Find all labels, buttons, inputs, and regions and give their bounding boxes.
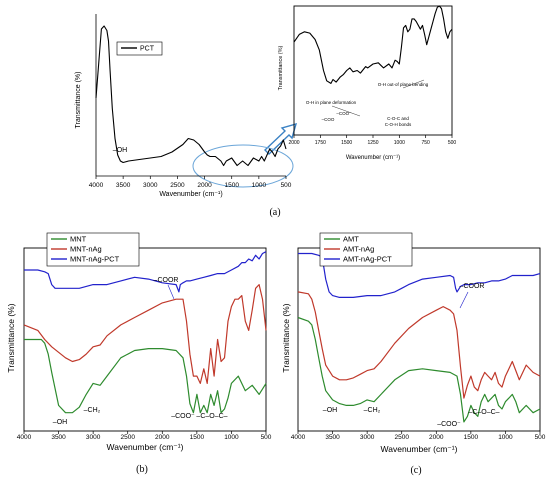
annotation: –COO⁻ [171,413,195,420]
x-tick-label: 2500 [170,182,185,189]
x-tick-label: 1500 [341,140,352,146]
x-tick-label: 2500 [120,434,135,441]
coor-leader-c [459,291,469,309]
x-tick-label: 4000 [89,182,104,189]
chart-a: 4000 3500 3000 2500 2000 1500 1000 500 Wavenumbe… [75,14,292,218]
plot-frame [23,247,267,432]
x-tick-label: 2000 [197,182,212,189]
x-axis-label: Wavenumber (cm⁻¹) [107,442,184,452]
series-line-pct [293,5,453,84]
x-tick-label: 2000 [288,140,299,146]
annotation: –COO⁻ [336,111,352,116]
legend-entry: AMT-nAg-PCT [343,255,392,264]
series-line-pct [95,25,287,167]
x-axis-label: Wavenumber (cm⁻¹) [159,191,222,198]
x-tick-label: 500 [281,182,292,189]
inset-leader [402,79,425,89]
series-line-amt [297,316,541,423]
coor-leader-b [167,284,175,300]
x-tick-label: 4000 [17,434,32,441]
plot-frame [297,247,541,432]
annotation: C-O-H bonds [385,122,412,127]
panel-caption: (b) [136,464,148,475]
annotation: –OH [53,419,67,426]
x-tick-label: 2000 [155,434,170,441]
legend-box [116,41,163,56]
series-line-amt-nag [297,291,541,399]
x-tick-label: 1750 [315,140,326,146]
series-line-mnt-nag [23,284,267,384]
annotation: –COOR [154,277,179,284]
legend-entry: MNT [70,235,87,244]
panel-caption: (c) [410,465,421,476]
annotation: –COO⁻ [437,421,461,428]
inset-leader [331,105,361,117]
x-tick-label: 500 [261,434,272,441]
x-tick-label: 3500 [325,434,340,441]
x-tick-label: 3000 [360,434,375,441]
annotation: –C–O–C– [196,413,227,420]
annotation: O-H in plane deformation [306,100,357,105]
annotation: –C–O–C– [468,409,499,416]
series-line-amt-nag-pct [298,252,541,298]
x-tick-label: 1250 [367,140,378,146]
x-tick-label: 750 [421,140,430,146]
x-tick-label: 1500 [190,434,205,441]
annotation: –CH₂ [84,407,101,414]
annotation: –CH₂ [364,407,381,414]
y-axis-label: Transmittance (%) [278,45,284,90]
x-axis-label: Wavenumber (cm⁻¹) [381,444,458,454]
x-tick-label: 3000 [143,182,158,189]
x-tick-label: 4000 [291,434,306,441]
panel-caption: (a) [269,207,280,218]
legend-entry: MNT-nAg-PCT [70,255,120,264]
x-tick-label: 500 [535,434,546,441]
annotation: –COOR [460,283,485,290]
x-tick-label: 1000 [252,182,267,189]
annotation: –OH [323,407,337,414]
annotation: –OH [113,147,127,154]
annotation: C-O-C and [387,116,409,121]
x-tick-label: 3500 [51,434,66,441]
legend-entry: MNT-nAg [70,245,102,254]
chart-b: 4000 3500 3000 2500 2000 1500 1000 500 Wavenumbe… [6,232,272,475]
y-axis-label: Transmittance (%) [75,72,82,129]
x-axis-label: Wavenumber (cm⁻¹) [346,155,400,161]
zoom-ellipse [192,144,294,188]
x-tick-label: 2000 [429,434,444,441]
annotation: –COO [322,117,335,122]
x-tick-label: 1500 [224,182,239,189]
series-line-mnt [24,338,267,414]
chart-a-inset: 2000 1750 1500 1250 1000 750 500 Wavenumber (cm… [278,5,457,161]
x-tick-label: 3500 [116,182,131,189]
annotation: O-H out-of plane bending [378,82,429,87]
x-tick-label: 1000 [224,434,239,441]
legend: PCT [116,41,163,56]
x-tick-label: 2500 [394,434,409,441]
legend-entry: AMT [343,235,359,244]
series-line-mnt-nag-pct [24,251,267,293]
legend-entry: AMT-nAg [343,245,374,254]
x-tick-label: 1000 [498,434,513,441]
chart-c: 4000 3500 3000 2500 2000 1500 1000 500 Wavenumbe… [281,232,546,476]
x-tick-label: 3000 [86,434,101,441]
y-axis-label: Transmittance (%) [281,303,291,372]
plot-frame [293,5,453,136]
legend-entry: PCT [140,46,155,53]
x-tick-label: 500 [448,140,457,146]
y-axis-label: Transmittance (%) [6,303,16,372]
x-tick-label: 1000 [394,140,405,146]
x-tick-label: 1500 [464,434,479,441]
